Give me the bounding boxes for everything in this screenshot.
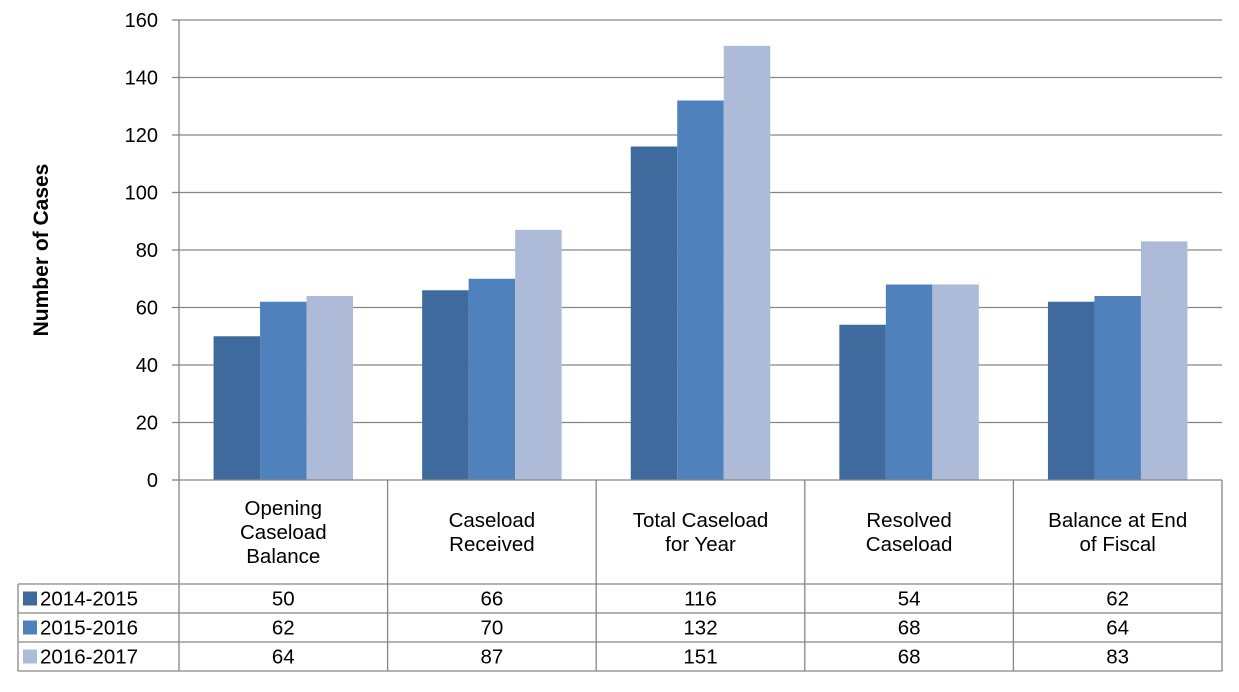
data-label: 50: [272, 588, 295, 611]
x-tick-label: for Year: [665, 533, 736, 556]
y-tick-label: 20: [136, 413, 158, 435]
data-label: 83: [1106, 646, 1129, 669]
data-label: 68: [898, 617, 921, 640]
x-tick-label: Balance at End: [1048, 509, 1187, 532]
bar-2016-2017-0: [306, 296, 354, 480]
y-tick-label: 160: [125, 10, 158, 32]
x-tick-label: Balance: [246, 545, 320, 568]
legend-label: 2015-2016: [40, 617, 138, 640]
data-label: 70: [480, 617, 503, 640]
x-tick-label: Opening: [245, 497, 323, 520]
x-tick-label: Caseload: [240, 521, 327, 544]
data-label: 116: [684, 588, 717, 611]
x-tick-label: Total Caseload: [633, 509, 769, 532]
bar-2014-2015-3: [839, 324, 886, 480]
y-tick-label: 140: [125, 68, 158, 90]
bar-2015-2016-4: [1094, 296, 1141, 480]
data-label: 87: [480, 646, 503, 669]
bar-2016-2017-4: [1140, 241, 1188, 480]
x-tick-label: Received: [449, 533, 534, 556]
bar-2014-2015-2: [630, 146, 678, 480]
y-tick-label: 100: [125, 183, 158, 205]
data-label: 132: [683, 617, 717, 640]
bar-2015-2016-3: [885, 284, 933, 480]
legend-key-2016-2017: [23, 649, 37, 664]
data-label: 64: [1106, 617, 1129, 640]
data-label: 62: [1106, 588, 1129, 611]
x-tick-label: Resolved: [866, 509, 951, 532]
bar-2015-2016-1: [468, 278, 516, 480]
y-tick-label: 120: [125, 125, 158, 147]
data-label: 68: [898, 646, 921, 669]
x-tick-label: of Fiscal: [1080, 533, 1156, 556]
y-tick-labels: 0 20 40 60 80 100 120 140 160: [125, 10, 158, 492]
bar-2014-2015-1: [422, 290, 469, 480]
bar-2015-2016-2: [677, 100, 724, 480]
legend-label: 2014-2015: [40, 588, 138, 611]
y-tick-label: 40: [136, 355, 158, 377]
data-label: 64: [272, 646, 295, 669]
bar-2014-2015-0: [213, 336, 261, 480]
legend-label: 2016-2017: [40, 646, 138, 669]
x-tick-label: Caseload: [449, 509, 536, 532]
data-label: 66: [480, 588, 503, 611]
bar-2014-2015-4: [1047, 301, 1095, 480]
y-tick-label: 80: [136, 240, 158, 262]
bar-2015-2016-0: [260, 301, 307, 480]
y-tick-label: 60: [136, 298, 158, 320]
bars: [213, 45, 1188, 480]
legend-key-2014-2015: [23, 591, 37, 606]
y-tick-label: 0: [147, 470, 158, 492]
bar-2016-2017-1: [515, 229, 562, 480]
legend-key-2015-2016: [23, 620, 37, 635]
x-tick-label: Caseload: [866, 533, 953, 556]
data-label: 151: [683, 646, 717, 669]
bar-2016-2017-2: [723, 45, 771, 480]
y-axis-label: Number of Cases: [30, 164, 53, 337]
axes: [172, 19, 180, 481]
data-table: OpeningCaseloadBalanceCaseloadReceivedTo…: [17, 479, 1223, 672]
bar-2016-2017-3: [932, 284, 979, 480]
data-label: 62: [272, 617, 295, 640]
data-label: 54: [898, 588, 921, 611]
